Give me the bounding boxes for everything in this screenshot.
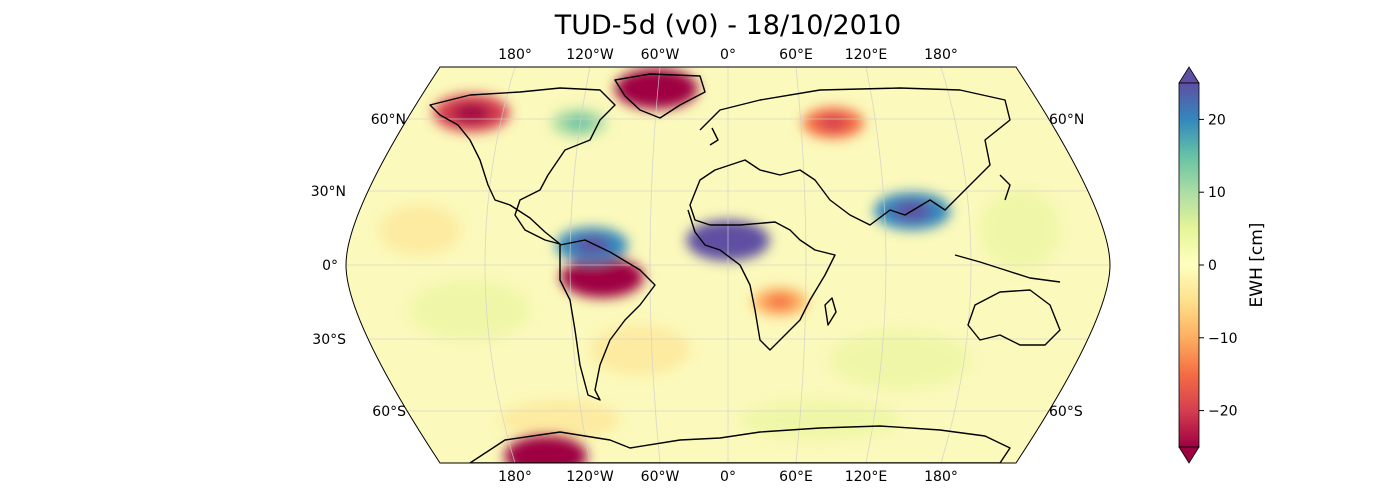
anomaly-core [524,445,567,463]
map-frame [345,66,1111,464]
north-america-coast [429,87,616,245]
lat-label-left: 0° [322,258,338,274]
colorbar-ticks: 20 10 0 −10 −20 [1199,112,1238,420]
coastlines [429,73,1061,463]
lat-label-left: 30°N [311,184,346,200]
field-texture [380,190,1060,440]
colorbar-tick-label: 10 [1208,185,1226,201]
lat-label-left: 60°S [372,404,406,420]
antarctica-coast [469,425,1011,463]
greenland-coast [614,73,706,119]
lat-label-left: 30°S [312,332,346,348]
lat-labels-right: 60°N 60°S [1049,112,1084,420]
colorbar-label: EWH [cm] [1247,223,1267,308]
lat-label-left: 60°N [371,112,406,128]
madagascar-coast [824,297,837,326]
lat-label-right: 60°S [1049,404,1083,420]
lon-labels-bottom: 180° 120°W 60°W 0° 60°E 120°E 180° [498,469,958,485]
south-america-coast [559,239,656,401]
colorbar-tick-label: 20 [1208,112,1226,128]
anomaly-core [818,115,849,131]
lon-label-top: 180° [924,47,958,63]
graticule [346,67,1110,463]
anomaly-core [766,294,794,309]
lat-labels-left: 60°N 30°N 0° 30°S 60°S [311,112,406,420]
colorbar: 20 10 0 −10 −20 EWH [cm] [1178,66,1267,464]
anomaly-core [635,78,678,99]
uk-coast [709,127,719,146]
colorbar-tick-label: 0 [1208,258,1217,274]
lon-label-bottom: 60°E [779,469,813,485]
anomaly-core [581,267,624,288]
lon-label-bottom: 120°W [566,469,614,485]
lon-label-bottom: 120°E [845,469,888,485]
colorbar-tick-label: −20 [1208,404,1238,420]
anomaly-core [565,115,593,130]
eurasia-africa-coast [687,87,1011,351]
lon-label-bottom: 60°W [641,469,680,485]
colorbar-extend-min [1178,446,1200,464]
lat-label-right: 60°N [1049,112,1084,128]
lon-label-top: 60°W [641,47,680,63]
lon-label-bottom: 180° [924,469,958,485]
colorbar-extend-max [1178,66,1200,84]
lon-label-top: 60°E [779,47,813,63]
lon-label-top: 180° [498,47,532,63]
anomaly-core [574,236,610,255]
map-title: TUD-5d (v0) - 18/10/2010 [554,10,902,41]
lon-label-top: 120°E [845,47,888,63]
colorbar-tick-label: −10 [1208,331,1238,347]
indonesia-coast [954,254,1061,283]
lon-label-top: 120°W [566,47,614,63]
lon-labels-top: 180° 120°W 60°W 0° 60°E 120°E 180° [498,47,958,63]
lon-label-bottom: 180° [498,469,532,485]
lon-label-top: 0° [720,47,736,63]
map-area [346,67,1110,463]
japan-coast [999,174,1011,201]
lon-label-bottom: 0° [720,469,736,485]
colorbar-gradient [1178,82,1200,448]
anomaly-core [452,103,491,123]
australia-coast [967,289,1061,346]
